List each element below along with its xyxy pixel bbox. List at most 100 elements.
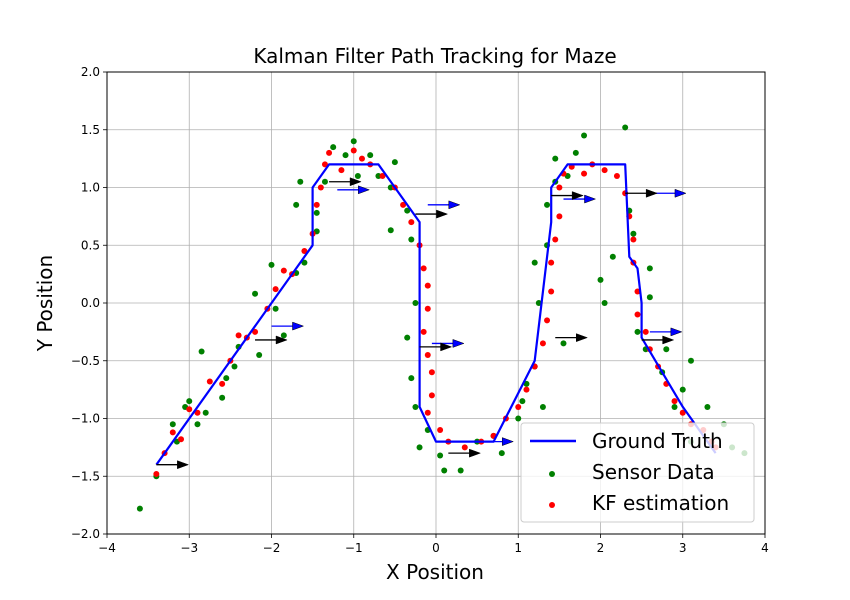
sensor-data-point [531,259,538,266]
ground-truth-arrow-head [670,327,683,337]
y-tick-label: 2.0 [81,65,100,79]
sensor-data-point [646,265,653,272]
ground-truth-arrow [427,200,461,210]
estimation-arrow-head [440,342,453,352]
sensor-data-point [252,290,259,297]
kf-estimation-point [544,317,551,324]
sensor-data-point [387,184,394,191]
kf-estimation-point [424,409,431,416]
kf-estimation-point [301,248,308,255]
kf-estimation-point [613,172,620,179]
sensor-data-point [186,398,193,405]
legend-item: Ground Truth [530,429,723,453]
estimation-arrow-head [662,335,675,345]
chart-title: Kalman Filter Path Tracking for Maze [253,44,616,68]
ground-truth-arrow-head [501,437,514,446]
sensor-data-point [704,403,711,410]
estimation-arrow [419,342,453,352]
kf-estimation-point [523,386,530,393]
kf-estimation-point [630,236,637,243]
sensor-data-point [412,300,419,306]
sensor-data-point [272,305,279,312]
legend-label: KF estimation [592,491,729,515]
sensor-data-point [416,444,423,451]
kf-estimation-point [424,351,431,358]
estimation-arrow [641,335,675,345]
y-tick-label: 1.0 [81,181,100,195]
sensor-data-point [552,155,559,162]
kf-estimation-point [539,340,546,347]
kf-estimation-point [153,470,160,477]
ground-truth-arrow-head [358,185,371,195]
sensor-data-point [301,259,308,266]
sensor-data-point [679,386,686,393]
kf-estimation-point [548,259,555,266]
sensor-data-point [194,421,201,428]
legend-label: Ground Truth [592,429,723,453]
axis-ticks: −4 −3 −2 −1 0 1 2 3 4 −2.0 −1.5 −1.0 −0.5 0.0 0.5 1.0 1.… [71,65,769,555]
sensor-data-point [321,178,328,185]
sensor-data-point [609,253,616,260]
kf-estimation-point [671,398,678,405]
legend-box [520,422,755,523]
sensor-data-point [663,346,670,353]
y-tick-label: −2.0 [71,527,100,541]
kf-estimation-point [186,406,193,413]
sensor-data-point [223,375,230,382]
sensor-data-point [256,351,263,358]
sensor-data-point [198,348,205,355]
sensor-data-point [630,230,637,237]
y-tick-label: −1.5 [71,469,100,483]
estimation-arrow-head [275,335,288,345]
sensor-data-point [231,363,238,370]
estimation-arrow-head [571,191,584,200]
estimation-arrow [448,448,482,458]
sensor-data-point [441,467,448,474]
sensor-data-point [457,467,464,474]
kf-estimation-point [317,184,324,191]
estimation-arrow-head [469,448,482,458]
y-tick-label: 0.5 [81,238,100,252]
sensor-data-point [404,334,411,341]
kf-estimation-point [379,172,386,179]
ground-truth-arrow [481,437,514,446]
kf-estimation-point [169,429,176,436]
kf-estimation-point [408,219,415,226]
kf-estimation-point [581,170,588,177]
estimation-arrow-head [436,209,449,219]
kf-estimation-point [420,265,427,272]
ground-truth-arrow [653,188,687,198]
ground-truth-arrow [431,339,465,348]
kf-estimation-point [235,332,242,339]
sensor-data-point [437,452,444,459]
sensor-data-point [280,332,287,339]
kf-estimation-point [350,147,357,154]
kf-estimation-point [400,201,407,208]
ground-truth-arrow-head [292,321,305,331]
kf-estimation-point [642,328,649,335]
kf-estimation-point [313,201,320,208]
estimation-arrow [415,209,449,219]
legend-dot-swatch [549,502,555,508]
sensor-data-point [523,380,530,387]
sensor-data-point [412,403,419,410]
kf-estimation-point [679,409,686,416]
plot-area [136,124,748,512]
ground-truth-arrow-head [448,200,461,210]
kf-estimation-point [206,378,213,385]
x-tick-label: −3 [180,541,198,555]
kf-estimation-point [634,311,641,318]
kf-estimation-point [272,286,279,293]
sensor-data-point [313,209,320,216]
x-tick-label: 2 [597,541,605,555]
ground-truth-arrow-head [452,339,465,348]
sensor-data-point [202,409,209,416]
ground-truth-arrow [271,321,305,331]
sensor-data-point [560,340,567,347]
sensor-data-point [387,227,394,234]
x-tick-label: −4 [98,541,116,555]
sensor-data-point [519,398,526,405]
sensor-data-point [634,328,641,335]
sensor-data-point [601,300,608,306]
